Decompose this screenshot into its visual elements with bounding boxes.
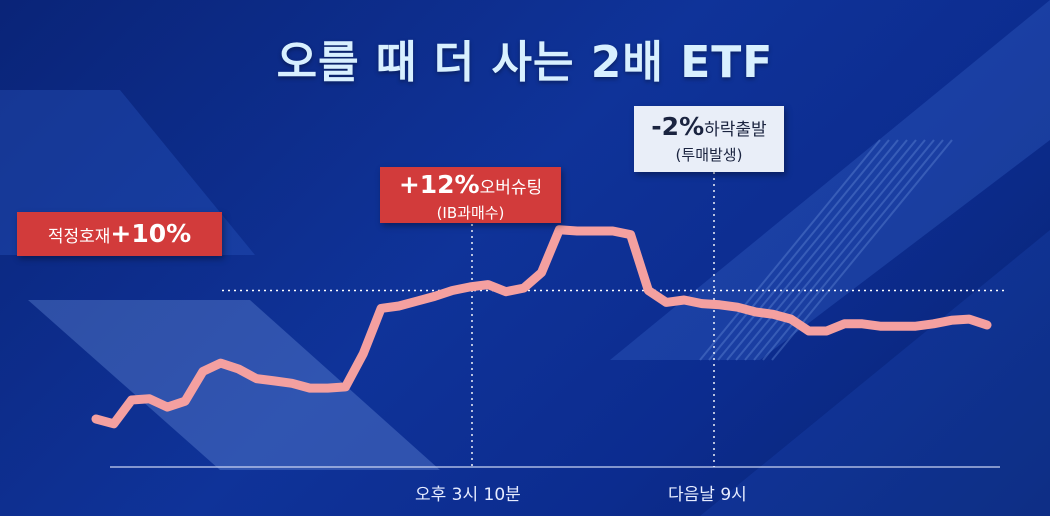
overshoot-label-text: 오버슈팅 [479, 178, 543, 198]
chart-title: 오를 때 더 사는 2배 ETF [276, 37, 774, 88]
bg-shape-right [610, 0, 1050, 360]
bg-stripe [744, 139, 926, 361]
x-tick-label-0: 오후 3시 10분 [415, 485, 521, 505]
bg-stripe [708, 139, 890, 361]
x-tick-label-1: 다음날 9시 [668, 485, 747, 505]
drop-label-sub: (투매발생) [675, 146, 743, 164]
favor-label: 적정호재+10% [17, 212, 222, 256]
bg-shape-lower [28, 300, 440, 470]
bg-stripe [753, 139, 935, 361]
favor-label-value: +10% [110, 219, 192, 248]
bg-stripe [699, 139, 881, 361]
bg-shape-corner [700, 230, 1050, 516]
series-line [91, 225, 992, 429]
bg-stripe [717, 139, 899, 361]
drop-label: -2%하락출발 (투매발생) [634, 106, 784, 172]
drop-label-value: -2% [651, 112, 705, 141]
plot-area [91, 172, 1005, 468]
overshoot-label: +12%오버슈팅 (IB과매수) [380, 167, 561, 223]
favor-label-text: 적정호재 [47, 227, 111, 247]
drop-label-text: 하락출발 [704, 120, 767, 140]
bg-stripe [726, 139, 908, 361]
bg-stripe [735, 139, 917, 361]
overshoot-label-sub: (IB과매수) [436, 204, 505, 222]
overshoot-label-value: +12% [398, 170, 480, 199]
